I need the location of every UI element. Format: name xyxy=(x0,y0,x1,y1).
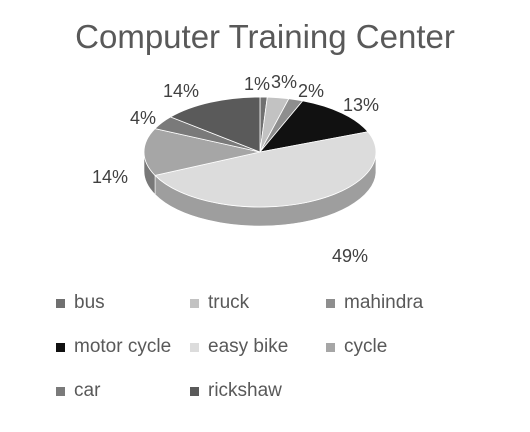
legend-swatch xyxy=(326,298,335,308)
pie-slice-rickshaw xyxy=(169,96,261,153)
data-label-cycle: 14% xyxy=(92,167,128,187)
legend-item-easy-bike: easy bike xyxy=(190,336,288,358)
legend-item-bus: bus xyxy=(56,292,105,314)
data-label-car: 4% xyxy=(130,108,156,128)
legend-item-rickshaw: rickshaw xyxy=(190,380,282,402)
legend-item-motor-cycle: motor cycle xyxy=(56,336,171,358)
legend-swatch xyxy=(326,342,335,352)
legend-label: rickshaw xyxy=(208,380,282,401)
legend-label: easy bike xyxy=(208,336,289,357)
legend-swatch xyxy=(190,342,199,352)
legend-item-car: car xyxy=(56,380,100,402)
legend-swatch xyxy=(190,386,199,396)
legend-label: car xyxy=(74,380,101,401)
pie-slice-easy-bike xyxy=(154,131,377,208)
legend-label: bus xyxy=(74,292,105,313)
data-label-truck: 3% xyxy=(271,72,297,92)
legend-label: cycle xyxy=(344,336,388,357)
data-label-rickshaw: 14% xyxy=(163,81,199,101)
legend-swatch xyxy=(56,342,65,352)
data-label-bus: 1% xyxy=(244,74,270,94)
legend-label: truck xyxy=(208,292,250,313)
legend-label: motor cycle xyxy=(74,336,172,357)
pie-slice-motor-cycle xyxy=(258,100,369,153)
legend-label: mahindra xyxy=(344,292,424,313)
legend-swatch xyxy=(190,298,199,308)
legend-item-truck: truck xyxy=(190,292,249,314)
legend-swatch xyxy=(56,298,65,308)
data-label-motor-cycle: 13% xyxy=(343,95,379,115)
legend-item-cycle: cycle xyxy=(326,336,387,358)
data-label-easy-bike: 49% xyxy=(332,246,368,266)
legend-item-mahindra: mahindra xyxy=(326,292,423,314)
legend-swatch xyxy=(56,386,65,396)
pie-slice-cycle xyxy=(143,128,261,176)
data-label-mahindra: 2% xyxy=(298,81,324,101)
chart-title: Computer Training Center xyxy=(75,18,455,55)
